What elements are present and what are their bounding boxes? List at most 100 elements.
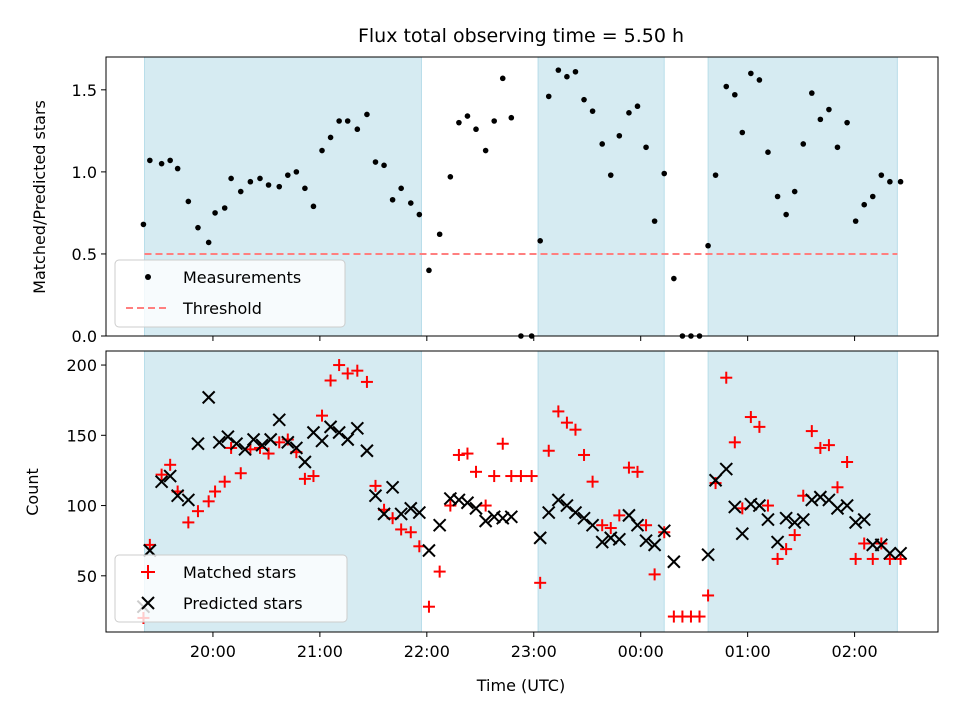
matched-star-point <box>552 405 565 418</box>
predicted-star-point <box>612 532 627 546</box>
legend-measurements-label: Measurements <box>183 268 301 287</box>
predicted-star-point <box>221 429 235 444</box>
predicted-star-point <box>452 493 466 507</box>
predicted-star-point <box>469 501 483 516</box>
measurement-point <box>616 132 623 139</box>
matched-star-point <box>422 600 435 613</box>
predicted-star-point <box>857 512 871 527</box>
predicted-star-point <box>332 425 346 440</box>
count-y-tick-label: 50 <box>77 567 97 586</box>
matched-star-point <box>578 448 591 461</box>
measurement-point <box>712 172 719 178</box>
predicted-star-point <box>893 546 908 561</box>
x-axis-label: Time (UTC) <box>476 676 565 695</box>
predicted-star-point <box>728 500 742 514</box>
measurement-point <box>407 200 414 206</box>
observing-intervals-top <box>143 56 898 337</box>
predicted-star-point <box>315 434 329 448</box>
ratio-y-axis-label: Matched/Predicted stars <box>30 100 49 294</box>
measurement-point <box>302 185 308 192</box>
matched-star-point <box>622 461 635 474</box>
predicted-star-point <box>323 420 338 434</box>
measurement-point <box>147 157 153 164</box>
matched-star-point <box>234 467 247 480</box>
predicted-star-point <box>719 462 733 476</box>
matched-star-point <box>702 589 715 602</box>
measurement-point <box>293 169 300 175</box>
count-y-tick-label: 150 <box>66 426 97 445</box>
predicted-star-point <box>263 432 278 447</box>
matched-star-point <box>728 436 741 449</box>
matched-star-point <box>640 519 653 532</box>
matched-star-point <box>488 470 501 483</box>
matched-star-point <box>831 481 844 494</box>
measurement-point <box>508 114 515 121</box>
measurement-point <box>581 96 587 103</box>
measurement-point <box>389 196 396 203</box>
matched-star-point <box>479 499 492 512</box>
measurement-point <box>381 162 387 169</box>
matched-star-point <box>814 441 827 454</box>
predicted-star-point <box>298 455 312 469</box>
x-tick-label: 20:00 <box>190 642 236 661</box>
matched-star-point <box>262 447 275 460</box>
measurement-point <box>310 203 317 210</box>
chart-title: Flux total observing time = 5.50 h <box>358 25 684 47</box>
matched-star-point <box>720 371 733 384</box>
measurement-point <box>447 174 454 180</box>
matched-star-point <box>324 374 337 387</box>
predicted-star-point <box>667 555 681 569</box>
x-tick-label: 02:00 <box>832 642 878 661</box>
predicted-star-point <box>805 493 819 507</box>
matched-star-point <box>613 509 626 522</box>
measurement-point <box>887 178 893 185</box>
matched-star-point <box>822 439 835 452</box>
measurement-point <box>464 113 471 119</box>
matched-star-point <box>744 411 757 424</box>
measurement-point <box>651 218 658 224</box>
measurement-point <box>158 160 165 167</box>
predicted-star-point <box>460 496 475 510</box>
matched-star-point <box>461 447 474 460</box>
legend-threshold-label: Threshold <box>182 299 262 318</box>
predicted-star-point <box>735 526 750 541</box>
predicted-star-point <box>181 493 196 507</box>
matched-star-point <box>341 367 354 380</box>
matched-star-point <box>866 552 879 565</box>
matched-star-point <box>218 475 231 488</box>
matched-star-point <box>202 495 215 508</box>
matched-star-point <box>496 437 509 450</box>
predicted-star-point <box>708 473 723 487</box>
predicted-star-point <box>813 490 828 504</box>
predicted-star-point <box>796 512 810 527</box>
matched-star-point <box>316 409 329 422</box>
measurement-point <box>844 119 850 126</box>
measurement-point <box>140 221 147 228</box>
matched-star-point <box>753 420 766 433</box>
measurement-point <box>491 118 497 124</box>
matched-star-point <box>369 479 382 492</box>
matched-star-point <box>514 470 527 483</box>
matched-star-point <box>560 416 573 429</box>
predicted-star-point <box>191 437 205 451</box>
ratio-legend-box <box>114 259 346 328</box>
x-tick-label: 21:00 <box>297 642 343 661</box>
measurement-point <box>589 108 596 114</box>
legend-matched-marker <box>141 565 155 579</box>
matched-star-point <box>164 458 177 471</box>
measurement-point <box>774 193 781 200</box>
measurement-point <box>237 188 244 195</box>
measurement-point <box>626 110 632 116</box>
ratio-y-tick-label: 1.5 <box>72 81 97 100</box>
predicted-star-point <box>360 444 374 458</box>
ratio-panel: 0.0 0.5 1.0 1.5 Matched/Predicted stars Mea… <box>30 56 939 346</box>
predicted-star-point <box>657 524 671 538</box>
matched-star-point <box>648 568 661 581</box>
predicted-star-point <box>595 535 609 549</box>
measurement-point <box>897 178 904 185</box>
measurement-point <box>482 147 489 154</box>
measurement-point <box>364 111 370 118</box>
matched-star-point <box>452 448 465 461</box>
measurement-point <box>861 201 868 208</box>
predicted-star-point <box>350 421 365 435</box>
